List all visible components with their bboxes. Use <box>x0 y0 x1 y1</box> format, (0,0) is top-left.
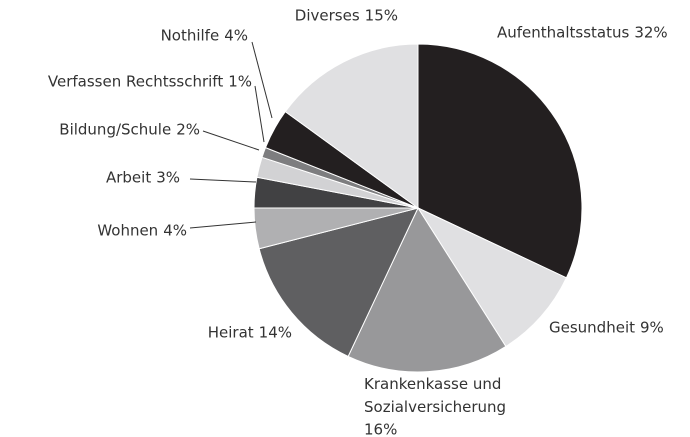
slice-value-label: 14% <box>259 324 292 342</box>
pie-slice <box>284 43 419 209</box>
leader-line <box>189 178 257 183</box>
slice-value-label: 15% <box>365 7 398 25</box>
slice-label: Verfassen Rechtsschrift <box>48 73 223 91</box>
pie-slice <box>416 206 568 348</box>
slice-label: Krankenkasse und Sozialversicherung <box>364 375 506 416</box>
pie-slice <box>347 206 507 373</box>
slice-value-label: 32% <box>634 24 667 42</box>
slice-label: Aufenthaltsstatus <box>497 24 630 42</box>
slice-label: Bildung/Schule <box>59 121 171 139</box>
pie-slice <box>417 43 583 279</box>
slice-value-label: 2% <box>176 121 200 139</box>
leader-line <box>254 85 265 143</box>
slice-label: Gesundheit <box>549 319 635 337</box>
slice-label: Diverses <box>295 7 360 25</box>
slice-value-label: 3% <box>156 169 180 187</box>
slice-label: Nothilfe <box>161 27 220 45</box>
slice-value-label: 4% <box>224 27 248 45</box>
slice-label: Arbeit <box>106 169 151 187</box>
leader-line <box>189 221 257 229</box>
slice-value-label: 16% <box>364 421 397 437</box>
slice-value-label: 1% <box>228 73 252 91</box>
slice-label: Wohnen <box>97 222 158 240</box>
slice-value-label: 4% <box>163 222 187 240</box>
slice-value-label: 9% <box>640 319 664 337</box>
leader-line <box>202 130 260 151</box>
pie-slice <box>258 207 419 358</box>
slice-label: Heirat <box>208 324 254 342</box>
leader-line <box>251 41 273 119</box>
